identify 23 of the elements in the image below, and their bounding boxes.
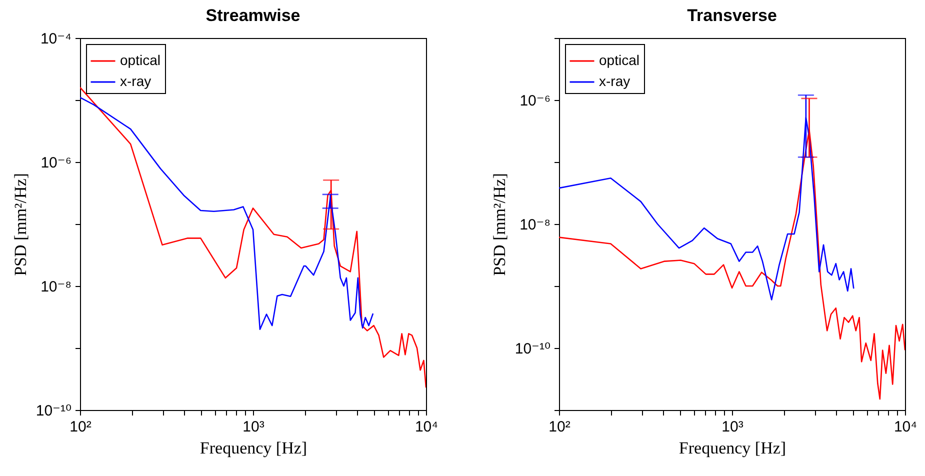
x-tick-label: 10³ <box>242 418 264 436</box>
legend-label: optical <box>120 52 160 68</box>
y-axis-title: PSD [mm²/Hz] <box>490 173 509 276</box>
legend-label: x-ray <box>120 73 152 89</box>
x-tick-label: 10³ <box>722 418 744 436</box>
y-tick-label: 10⁻⁶ <box>40 154 72 172</box>
x-tick-label: 10² <box>70 418 92 436</box>
legend-label: optical <box>599 52 640 68</box>
y-tick-label: 10⁻⁸ <box>520 216 550 234</box>
legend-label: x-ray <box>599 73 630 89</box>
y-tick-label: 10⁻⁴ <box>40 30 72 48</box>
x-tick-label: 10² <box>548 418 570 436</box>
y-tick-label: 10⁻¹⁰ <box>36 402 72 420</box>
x-tick-label: 10⁴ <box>894 418 918 436</box>
y-tick-label: 10⁻⁶ <box>520 92 550 110</box>
x-tick-label: 10⁴ <box>414 418 438 436</box>
x-axis-title: Frequency [Hz] <box>200 438 308 458</box>
chart-title: Transverse <box>687 6 777 25</box>
y-tick-label: 10⁻⁸ <box>40 278 72 296</box>
y-tick-label: 10⁻¹⁰ <box>514 340 550 358</box>
x-axis-title: Frequency [Hz] <box>678 438 786 458</box>
y-axis-title: PSD [mm²/Hz] <box>10 173 30 276</box>
chart-title: Streamwise <box>206 6 300 25</box>
